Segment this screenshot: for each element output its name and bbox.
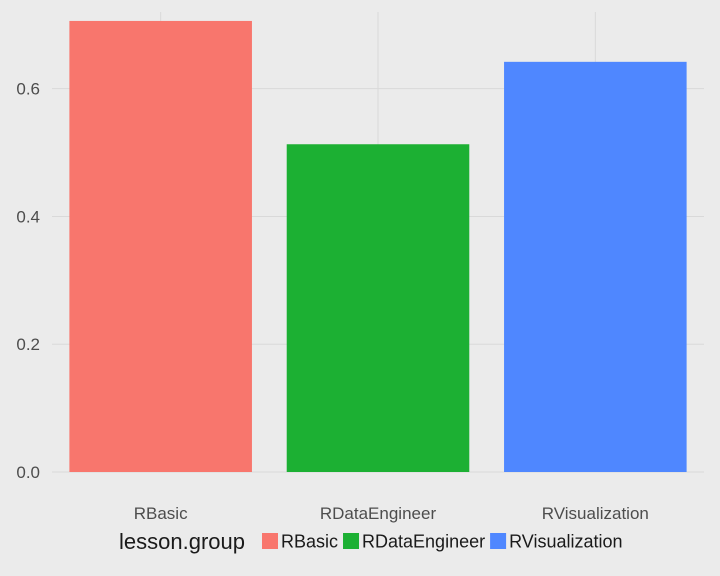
bar-rvisualization [504, 61, 687, 472]
legend-swatch-rvisualization [490, 533, 507, 549]
legend-label-rbasic: RBasic [281, 532, 338, 552]
y-tick-label: 0.0 [16, 463, 40, 482]
x-tick-label: RVisualization [542, 504, 649, 523]
axes: 0.0 0.2 0.4 0.6 RBasic RDataEngineer RVisualiz… [16, 80, 649, 523]
legend-swatch-rdataengineer [343, 533, 360, 549]
x-tick-label: RDataEngineer [320, 504, 437, 523]
legend-title: lesson.group [119, 529, 245, 554]
y-tick-label: 0.6 [16, 80, 40, 99]
legend: lesson.group RBasic RDataEngineer RVisuali… [119, 529, 623, 554]
x-tick-label: RBasic [134, 504, 188, 523]
y-tick-label: 0.2 [16, 335, 40, 354]
legend-label-rdataengineer: RDataEngineer [362, 532, 485, 552]
bar-rdataengineer [286, 144, 470, 472]
legend-label-rvisualization: RVisualization [509, 532, 622, 552]
bar-rbasic [69, 20, 252, 472]
legend-swatch-rbasic [262, 533, 278, 549]
y-tick-label: 0.4 [16, 207, 40, 226]
bars [69, 20, 687, 472]
